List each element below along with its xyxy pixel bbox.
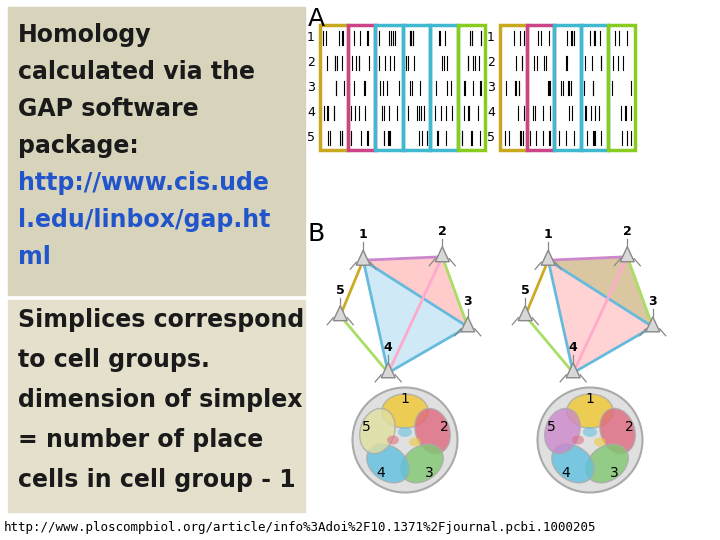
Text: 4: 4 xyxy=(569,341,577,354)
Text: 1: 1 xyxy=(359,228,368,241)
Text: Simplices correspond: Simplices correspond xyxy=(18,308,305,332)
Polygon shape xyxy=(363,260,468,373)
Text: cells in cell group - 1: cells in cell group - 1 xyxy=(18,468,296,492)
Bar xyxy=(430,25,457,150)
Text: 5: 5 xyxy=(487,131,495,144)
Bar xyxy=(402,25,430,150)
Text: GAP software: GAP software xyxy=(18,97,199,121)
Ellipse shape xyxy=(600,408,635,454)
Text: 2: 2 xyxy=(623,225,631,238)
Text: package:: package: xyxy=(18,134,139,158)
Text: 2: 2 xyxy=(438,225,446,238)
Ellipse shape xyxy=(382,394,428,428)
Text: 3: 3 xyxy=(487,81,495,94)
Text: dimension of simplex: dimension of simplex xyxy=(18,388,302,412)
Text: calculated via the: calculated via the xyxy=(18,60,255,84)
Bar xyxy=(320,25,348,150)
Polygon shape xyxy=(646,317,660,332)
Bar xyxy=(527,25,554,150)
Polygon shape xyxy=(518,306,532,321)
Text: = number of place: = number of place xyxy=(18,428,264,452)
Text: 2: 2 xyxy=(307,56,315,69)
Polygon shape xyxy=(548,260,653,373)
Polygon shape xyxy=(436,247,449,262)
Text: ml: ml xyxy=(18,245,51,269)
Text: B: B xyxy=(308,222,325,246)
Text: 4: 4 xyxy=(487,106,495,119)
Polygon shape xyxy=(381,363,395,378)
Bar xyxy=(375,25,402,150)
Text: 2: 2 xyxy=(625,420,634,434)
Text: 4: 4 xyxy=(377,466,385,480)
Text: http://www.cis.ude: http://www.cis.ude xyxy=(18,171,269,195)
Bar xyxy=(581,25,608,150)
Ellipse shape xyxy=(409,437,421,447)
Bar xyxy=(500,25,527,150)
Polygon shape xyxy=(548,256,653,327)
Text: http://www.ploscompbiol.org/article/info%3Adoi%2F10.1371%2Fjournal.pcbi.1000205: http://www.ploscompbiol.org/article/info… xyxy=(4,521,596,534)
Text: 5: 5 xyxy=(336,284,345,296)
Ellipse shape xyxy=(401,444,444,483)
Text: 3: 3 xyxy=(610,466,618,480)
Text: 1: 1 xyxy=(400,392,410,406)
Ellipse shape xyxy=(415,408,450,454)
Text: 1: 1 xyxy=(544,228,552,241)
Ellipse shape xyxy=(398,427,412,437)
Ellipse shape xyxy=(387,435,399,444)
Text: 2: 2 xyxy=(440,420,449,434)
Text: l.edu/linbox/gap.ht: l.edu/linbox/gap.ht xyxy=(18,208,271,232)
Ellipse shape xyxy=(552,444,594,483)
Bar xyxy=(8,7,305,295)
Ellipse shape xyxy=(567,394,613,428)
Text: 3: 3 xyxy=(649,295,657,308)
Text: 2: 2 xyxy=(487,56,495,69)
Text: 4: 4 xyxy=(384,341,392,354)
Text: to cell groups.: to cell groups. xyxy=(18,348,210,372)
Text: 5: 5 xyxy=(521,284,530,296)
Ellipse shape xyxy=(594,437,606,447)
Polygon shape xyxy=(461,317,474,332)
Text: Homology: Homology xyxy=(18,23,152,47)
Polygon shape xyxy=(363,256,468,327)
Polygon shape xyxy=(541,250,555,265)
Text: 4: 4 xyxy=(562,466,570,480)
Bar xyxy=(457,25,485,150)
Text: 1: 1 xyxy=(307,31,315,44)
Ellipse shape xyxy=(583,427,597,437)
Ellipse shape xyxy=(586,444,629,483)
Text: 1: 1 xyxy=(585,392,595,406)
Polygon shape xyxy=(333,306,347,321)
Text: A: A xyxy=(308,7,325,31)
Ellipse shape xyxy=(366,444,409,483)
Ellipse shape xyxy=(353,388,457,492)
Bar xyxy=(608,25,635,150)
Text: 3: 3 xyxy=(464,295,472,308)
Ellipse shape xyxy=(545,408,580,454)
Polygon shape xyxy=(356,250,370,265)
Bar xyxy=(348,25,375,150)
Text: 3: 3 xyxy=(307,81,315,94)
Text: 5: 5 xyxy=(307,131,315,144)
Text: 5: 5 xyxy=(546,420,555,434)
Bar xyxy=(554,25,581,150)
Text: 1: 1 xyxy=(487,31,495,44)
Bar xyxy=(8,300,305,512)
Ellipse shape xyxy=(360,408,395,454)
Text: 3: 3 xyxy=(425,466,433,480)
Text: 4: 4 xyxy=(307,106,315,119)
Polygon shape xyxy=(621,247,634,262)
Ellipse shape xyxy=(538,388,642,492)
Text: 5: 5 xyxy=(361,420,370,434)
Polygon shape xyxy=(566,363,580,378)
Ellipse shape xyxy=(572,435,584,444)
